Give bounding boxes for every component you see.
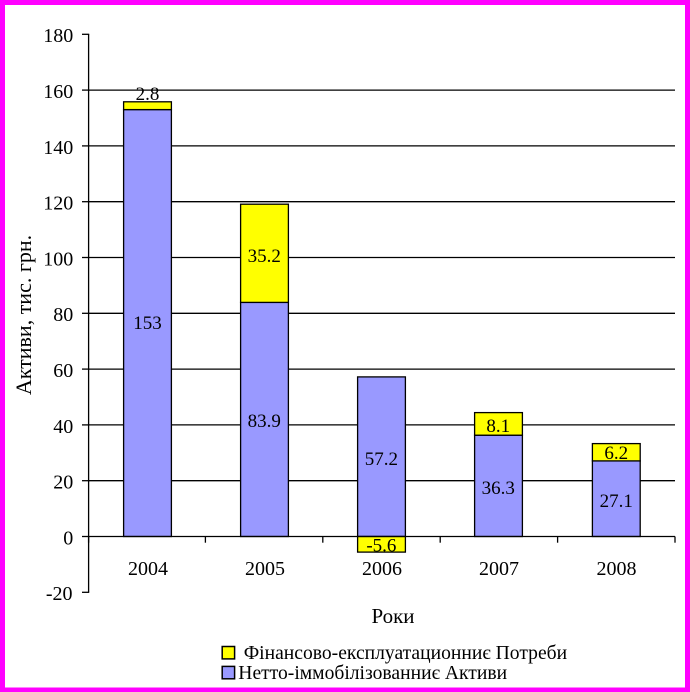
svg-text:40: 40 (53, 416, 73, 438)
svg-text:2005: 2005 (245, 558, 285, 580)
svg-text:-20: -20 (46, 583, 73, 605)
svg-text:153: 153 (133, 313, 162, 334)
svg-text:140: 140 (43, 137, 73, 159)
svg-text:Нетто-іммобілізованниє Активи: Нетто-іммобілізованниє Активи (238, 663, 507, 684)
svg-text:36.3: 36.3 (482, 478, 515, 499)
svg-text:2008: 2008 (597, 558, 637, 580)
svg-text:100: 100 (43, 248, 73, 270)
svg-text:Фінансово-експлуатационниє Пот: Фінансово-експлуатационниє Потреби (244, 643, 568, 664)
svg-text:6.2: 6.2 (604, 443, 628, 464)
svg-text:120: 120 (43, 193, 73, 215)
svg-text:Активи, тис. грн.: Активи, тис. грн. (11, 235, 36, 395)
svg-text:60: 60 (53, 360, 73, 382)
svg-text:80: 80 (53, 304, 73, 326)
svg-text:2004: 2004 (128, 558, 168, 580)
svg-text:57.2: 57.2 (365, 449, 398, 470)
svg-text:2007: 2007 (479, 558, 519, 580)
svg-text:2006: 2006 (362, 558, 402, 580)
svg-text:-5.6: -5.6 (366, 536, 396, 557)
svg-text:83.9: 83.9 (248, 411, 281, 432)
svg-text:Роки: Роки (371, 604, 414, 628)
svg-text:160: 160 (43, 81, 73, 103)
svg-text:0: 0 (63, 527, 73, 549)
svg-text:27.1: 27.1 (600, 491, 633, 512)
svg-text:2.8: 2.8 (136, 84, 160, 105)
svg-text:180: 180 (43, 25, 73, 47)
svg-text:20: 20 (53, 472, 73, 494)
svg-text:8.1: 8.1 (486, 416, 510, 437)
svg-text:35.2: 35.2 (248, 246, 281, 267)
